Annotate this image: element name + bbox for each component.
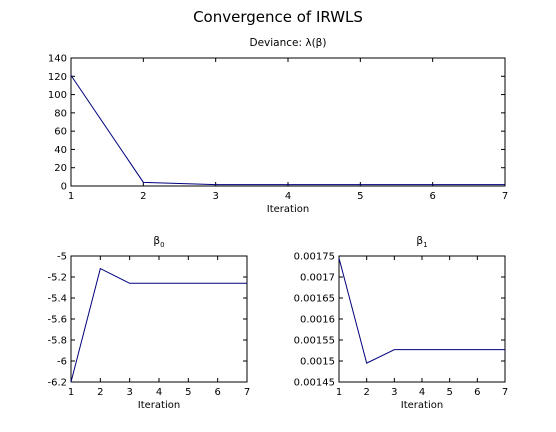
plot-title: Deviance: λ(β)	[250, 37, 327, 49]
axes-box	[70, 57, 506, 187]
x-axis-label: Iteration	[138, 400, 180, 411]
y-tick-label: -5.2	[47, 273, 67, 284]
y-tick-label: -6.2	[47, 378, 67, 389]
y-tick-label: 0.00165	[294, 294, 335, 305]
y-tick-label: 0.00155	[294, 336, 335, 347]
x-axis-label: Iteration	[267, 204, 309, 215]
x-tick-label: 1	[336, 387, 342, 398]
plot-title-text: Deviance: λ(β)	[250, 37, 327, 49]
axes-box	[70, 255, 248, 383]
x-tick-label: 1	[68, 387, 74, 398]
x-tick-label: 1	[68, 191, 74, 202]
x-tick-label: 4	[156, 387, 162, 398]
x-tick-label: 3	[391, 387, 397, 398]
series-line	[338, 257, 505, 364]
x-tick-label: 6	[474, 387, 480, 398]
y-tick-label: -5.8	[47, 336, 67, 347]
y-tick-label: 0.0017	[300, 273, 335, 284]
x-tick-label: 5	[446, 387, 452, 398]
x-tick-label: 2	[363, 387, 369, 398]
y-tick-label: -5.4	[47, 294, 67, 305]
x-tick-label: 5	[357, 191, 363, 202]
figure-title: Convergence of IRWLS	[193, 8, 363, 26]
y-tick-label: 40	[54, 145, 67, 156]
plot-title-subscript: 0	[160, 241, 164, 249]
x-tick-label: 3	[212, 191, 218, 202]
plot-title: β1	[416, 235, 427, 249]
y-tick-label: 120	[48, 72, 67, 83]
plot-beta1: 1 2 3 4 5 6 7 0.00145 0.0015 0.00155 0.0016 0.00165…	[294, 235, 509, 411]
plot-title-text: β	[153, 235, 160, 247]
x-tick-label: 2	[97, 387, 103, 398]
y-tick-label: 0	[61, 182, 67, 193]
x-tick-label: 7	[502, 191, 508, 202]
y-tick-label: 0.0015	[300, 357, 335, 368]
x-axis-label: Iteration	[401, 400, 443, 411]
x-tick-label: 5	[185, 387, 191, 398]
y-tick-label: 80	[54, 108, 67, 119]
x-tick-label: 6	[429, 191, 435, 202]
y-tick-label: 0.0016	[300, 315, 335, 326]
y-tick-label: 20	[54, 163, 67, 174]
axes-box	[338, 255, 506, 383]
plot-title-text: β	[416, 235, 423, 247]
y-tick-label: -5.6	[47, 315, 67, 326]
x-tick-label: 2	[140, 191, 146, 202]
y-tick-label: -6	[57, 357, 67, 368]
plot-beta0: 1 2 3 4 5 6 7 -6.2 -6 -5.8 -5.6 -5.4 -5.2 -5 Iteration…	[47, 235, 250, 411]
x-tick-label: 4	[419, 387, 425, 398]
x-tick-label: 3	[126, 387, 132, 398]
y-tick-label: 0.00145	[294, 378, 335, 389]
y-tick-label: 0.00175	[294, 252, 335, 263]
series-line	[70, 75, 505, 186]
plot-deviance: 1 2 3 4 5 6 7 0 20 40 60 80 100 120 140 Iteration Devian…	[48, 37, 508, 215]
series-line	[70, 267, 247, 383]
y-tick-label: 140	[48, 54, 67, 65]
x-tick-label: 7	[244, 387, 250, 398]
y-tick-label: -5	[57, 252, 67, 263]
y-tick-label: 60	[54, 127, 67, 138]
x-tick-label: 7	[502, 387, 508, 398]
plot-title-subscript: 1	[423, 241, 427, 249]
x-tick-label: 6	[214, 387, 220, 398]
x-tick-label: 4	[285, 191, 291, 202]
plot-title: β0	[153, 235, 164, 249]
y-tick-label: 100	[48, 90, 67, 101]
